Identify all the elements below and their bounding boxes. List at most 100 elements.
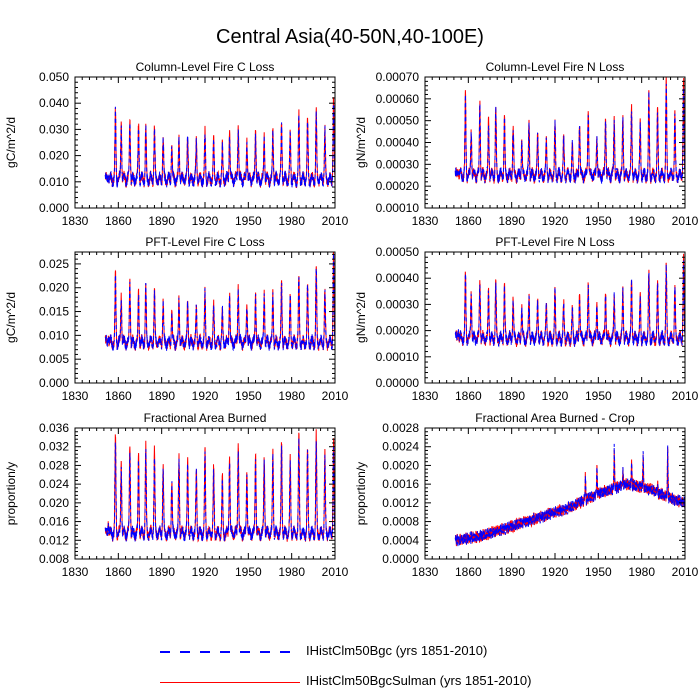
y-tick-label: 0.00020 xyxy=(376,179,420,193)
y-tick-label: 0.0016 xyxy=(382,477,419,491)
plot-frame xyxy=(424,251,686,384)
x-tick-label: 1950 xyxy=(585,565,612,579)
x-tick-label: 1830 xyxy=(62,214,89,228)
subplot-title: PFT-Level Fire N Loss xyxy=(495,235,614,249)
y-tick-label: 0.050 xyxy=(39,70,69,84)
series-line xyxy=(454,260,685,348)
y-tick-label: 0.00040 xyxy=(376,136,420,150)
subplot: Fractional Area Burned - Crop proportion/… xyxy=(354,411,699,579)
x-tick-label: 1860 xyxy=(455,565,482,579)
series-line xyxy=(455,253,685,348)
x-tick-label: 1920 xyxy=(192,214,219,228)
legend-swatch-dashed xyxy=(160,651,300,653)
x-tick-label: 1950 xyxy=(235,565,262,579)
y-tick-label: 0.024 xyxy=(39,477,69,491)
y-tick-label: 0.00030 xyxy=(376,157,420,171)
y-tick-label: 0.032 xyxy=(39,440,69,454)
legend-swatch-solid xyxy=(160,682,300,683)
x-tick-label: 1920 xyxy=(192,389,219,403)
y-tick-label: 0.0004 xyxy=(382,533,419,547)
legend-entry-sulman: IHistClm50BgcSulman (yrs 1851-2010) xyxy=(160,672,560,692)
y-tick-label: 0.025 xyxy=(39,257,69,271)
x-tick-label: 1980 xyxy=(628,214,655,228)
x-tick-label: 1950 xyxy=(585,389,612,403)
series-line xyxy=(104,252,335,351)
y-tick-label: 0.020 xyxy=(39,149,69,163)
x-tick-label: 1980 xyxy=(278,214,305,228)
y-tick-label: 0.00050 xyxy=(376,114,420,128)
x-tick-label: 1890 xyxy=(148,565,175,579)
y-tick-label: 0.00010 xyxy=(376,201,420,215)
x-tick-label: 1890 xyxy=(148,214,175,228)
subplot: PFT-Level Fire N Loss gN/m^2/d 1830 1860 189… xyxy=(354,235,699,403)
subplot-title: Fractional Area Burned - Crop xyxy=(475,411,635,425)
legend-label: IHistClm50BgcSulman (yrs 1851-2010) xyxy=(306,673,532,688)
x-tick-label: 1830 xyxy=(62,389,89,403)
figure-title: Central Asia(40-50N,40-100E) xyxy=(216,26,484,48)
subplot: Fractional Area Burned proportion/y 1830 18… xyxy=(4,411,349,579)
y-axis-label: proportion/y xyxy=(354,462,368,525)
subplot: PFT-Level Fire C Loss gC/m^2/d 1830 1860 189… xyxy=(4,235,349,403)
y-tick-label: 0.036 xyxy=(39,421,69,435)
y-tick-label: 0.00070 xyxy=(376,70,420,84)
y-tick-label: 0.020 xyxy=(39,496,69,510)
x-tick-label: 1890 xyxy=(498,214,525,228)
y-tick-label: 0.00000 xyxy=(376,376,420,390)
x-tick-label: 2010 xyxy=(322,565,349,579)
series-line xyxy=(104,253,335,352)
x-tick-label: 1920 xyxy=(542,565,569,579)
subplot-title: Column-Level Fire N Loss xyxy=(486,60,625,74)
x-tick-label: 1860 xyxy=(105,214,132,228)
x-tick-label: 1890 xyxy=(498,389,525,403)
y-tick-label: 0.012 xyxy=(39,533,69,547)
x-tick-label: 1860 xyxy=(105,565,132,579)
x-tick-label: 1830 xyxy=(412,565,439,579)
x-tick-label: 1980 xyxy=(628,565,655,579)
legend-entry-bgc: IHistClm50Bgc (yrs 1851-2010) xyxy=(160,642,560,662)
x-tick-label: 2010 xyxy=(672,565,699,579)
legend-label: IHistClm50Bgc (yrs 1851-2010) xyxy=(306,643,488,658)
y-tick-label: 0.020 xyxy=(39,281,69,295)
y-tick-label: 0.000 xyxy=(39,376,69,390)
subplot: Column-Level Fire N Loss gN/m^2/d 1830 1860… xyxy=(354,60,699,228)
y-tick-label: 0.015 xyxy=(39,305,69,319)
subplot: Column-Level Fire C Loss gC/m^2/d 1830 1860… xyxy=(4,60,349,228)
series-line xyxy=(104,103,335,189)
x-tick-label: 1920 xyxy=(542,389,569,403)
y-tick-label: 0.0008 xyxy=(382,515,419,529)
x-tick-label: 1980 xyxy=(628,389,655,403)
y-tick-label: 0.016 xyxy=(39,515,69,529)
x-tick-label: 1950 xyxy=(235,214,262,228)
y-axis-label: gC/m^2/d xyxy=(4,292,18,343)
y-tick-label: 0.0012 xyxy=(382,496,419,510)
x-tick-label: 1980 xyxy=(278,565,305,579)
x-tick-label: 1830 xyxy=(62,565,89,579)
y-tick-label: 0.00030 xyxy=(376,297,420,311)
y-tick-label: 0.030 xyxy=(39,122,69,136)
series-line xyxy=(454,77,685,184)
y-axis-label: proportion/y xyxy=(4,462,18,525)
y-tick-label: 0.0024 xyxy=(382,440,419,454)
series-line xyxy=(104,438,335,544)
plot-frame xyxy=(74,251,336,384)
x-tick-label: 2010 xyxy=(322,389,349,403)
x-tick-label: 2010 xyxy=(322,214,349,228)
y-tick-label: 0.00060 xyxy=(376,92,420,106)
y-tick-label: 0.010 xyxy=(39,328,69,342)
subplot-title: PFT-Level Fire C Loss xyxy=(145,235,264,249)
x-tick-label: 1860 xyxy=(455,214,482,228)
x-tick-label: 1920 xyxy=(192,565,219,579)
y-axis-label: gC/m^2/d xyxy=(4,117,18,168)
x-tick-label: 2010 xyxy=(672,389,699,403)
y-tick-label: 0.0020 xyxy=(382,458,419,472)
x-tick-label: 1980 xyxy=(278,389,305,403)
y-tick-label: 0.000 xyxy=(39,201,69,215)
y-axis-label: gN/m^2/d xyxy=(354,292,368,343)
subplot-title: Fractional Area Burned xyxy=(144,411,267,425)
y-tick-label: 0.00010 xyxy=(376,350,420,364)
x-tick-label: 2010 xyxy=(672,214,699,228)
y-tick-label: 0.008 xyxy=(39,552,69,566)
x-tick-label: 1950 xyxy=(235,389,262,403)
